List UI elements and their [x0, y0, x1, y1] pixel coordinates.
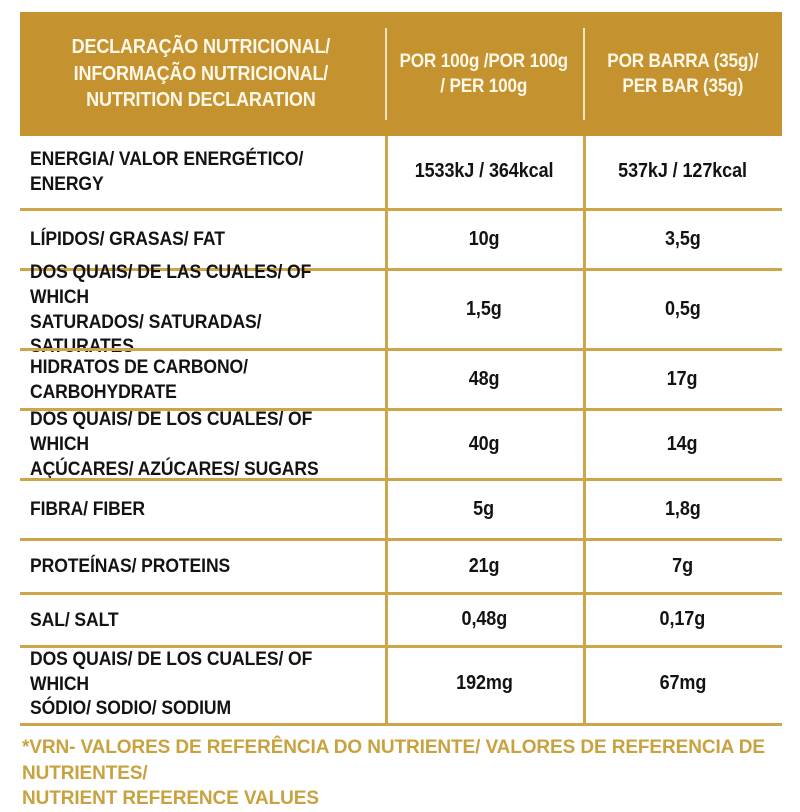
table-row: DOS QUAIS/ DE LOS CUALES/ OF WHICH AÇÚCA…: [20, 408, 782, 480]
row-value-per-bar-cell: 17g: [583, 351, 782, 408]
row-value-per-bar: 3,5g: [664, 227, 701, 250]
row-label-cell: LÍPIDOS/ GRASAS/ FAT: [20, 211, 385, 268]
row-value-per-100g-cell: 5g: [385, 481, 583, 538]
row-value-per-100g-cell: 40g: [385, 411, 583, 478]
row-label-cell: PROTEÍNAS/ PROTEINS: [20, 541, 385, 592]
table-row: HIDRATOS DE CARBONO/ CARBOHYDRATE 48g 17…: [20, 348, 782, 408]
row-label-cell: ENERGIA/ VALOR ENERGÉTICO/ ENERGY: [20, 136, 385, 208]
row-label: DOS QUAIS/ DE LOS CUALES/ OF WHICH AÇÚCA…: [30, 408, 319, 480]
row-value-per-bar-cell: 14g: [583, 411, 782, 478]
row-value-per-100g: 0,48g: [461, 608, 507, 631]
row-value-per-bar-cell: 0,5g: [583, 271, 782, 348]
row-value-per-bar: 0,5g: [664, 297, 701, 320]
row-value-per-100g: 48g: [468, 367, 500, 390]
row-value-per-bar: 7g: [672, 554, 693, 577]
row-label-cell: FIBRA/ FIBER: [20, 481, 385, 538]
row-value-per-bar-cell: 3,5g: [583, 211, 782, 268]
row-label: DOS QUAIS/ DE LOS CUALES/ OF WHICH SÓDIO…: [30, 647, 313, 720]
table-row: ENERGIA/ VALOR ENERGÉTICO/ ENERGY 1533kJ…: [20, 136, 782, 208]
row-label: HIDRATOS DE CARBONO/ CARBOHYDRATE: [30, 355, 248, 403]
column-divider-2: [583, 136, 586, 723]
row-value-per-100g-cell: 192mg: [385, 648, 583, 720]
table-header-row: DECLARAÇÃO NUTRICIONAL/ INFORMAÇÃO NUTRI…: [20, 12, 782, 136]
header-label-declaration: DECLARAÇÃO NUTRICIONAL/ INFORMAÇÃO NUTRI…: [71, 35, 330, 112]
row-value-per-100g: 1,5g: [466, 297, 502, 320]
table-row: PROTEÍNAS/ PROTEINS 21g 7g: [20, 538, 782, 592]
row-label: LÍPIDOS/ GRASAS/ FAT: [30, 228, 225, 251]
row-label-cell: DOS QUAIS/ DE LOS CUALES/ OF WHICH SÓDIO…: [20, 648, 385, 720]
row-label: FIBRA/ FIBER: [30, 498, 145, 521]
row-value-per-100g: 1533kJ / 364kcal: [414, 160, 554, 183]
row-value-per-100g: 21g: [468, 554, 500, 577]
row-value-per-100g: 10g: [468, 227, 500, 250]
header-cell-per-100g: POR 100g /POR 100g / PER 100g: [385, 12, 583, 136]
table-row: DOS QUAIS/ DE LOS CUALES/ OF WHICH SÓDIO…: [20, 645, 782, 720]
row-label: PROTEÍNAS/ PROTEINS: [30, 555, 231, 578]
row-value-per-bar: 537kJ / 127kcal: [618, 160, 747, 183]
row-label: SAL/ SALT: [30, 608, 119, 631]
header-label-per-100g: POR 100g /POR 100g / PER 100g: [399, 49, 569, 97]
header-label-per-bar: POR BARRA (35g)/ PER BAR (35g): [606, 49, 759, 97]
header-cell-declaration: DECLARAÇÃO NUTRICIONAL/ INFORMAÇÃO NUTRI…: [20, 12, 385, 136]
column-divider-1: [385, 136, 388, 723]
row-value-per-100g-cell: 1,5g: [385, 271, 583, 348]
table-row: DOS QUAIS/ DE LAS CUALES/ OF WHICH SATUR…: [20, 261, 782, 358]
row-value-per-bar: 0,17g: [659, 608, 706, 631]
row-value-per-bar-cell: 7g: [583, 541, 782, 592]
table-row: LÍPIDOS/ GRASAS/ FAT 10g 3,5g: [20, 208, 782, 268]
row-value-per-100g: 192mg: [455, 672, 513, 695]
nutrition-table-body: ENERGIA/ VALOR ENERGÉTICO/ ENERGY 1533kJ…: [20, 136, 782, 726]
row-label: DOS QUAIS/ DE LAS CUALES/ OF WHICH SATUR…: [30, 260, 312, 358]
table-row: FIBRA/ FIBER 5g 1,8g: [20, 478, 782, 538]
row-value-per-bar-cell: 67mg: [583, 648, 782, 720]
row-label-cell: DOS QUAIS/ DE LOS CUALES/ OF WHICH AÇÚCA…: [20, 408, 385, 480]
row-label: ENERGIA/ VALOR ENERGÉTICO/ ENERGY: [30, 148, 304, 195]
row-value-per-bar: 14g: [667, 432, 698, 455]
header-divider-1: [385, 28, 387, 120]
row-value-per-bar-cell: 1,8g: [583, 481, 782, 538]
row-value-per-100g: 40g: [468, 432, 500, 455]
table-row: SAL/ SALT 0,48g 0,17g: [20, 592, 782, 645]
row-value-per-100g-cell: 10g: [385, 211, 583, 268]
row-value-per-100g: 5g: [473, 497, 495, 520]
header-cell-per-bar: POR BARRA (35g)/ PER BAR (35g): [583, 12, 782, 136]
row-label-cell: SAL/ SALT: [20, 595, 385, 645]
footnote-text: *VRN- VALORES DE REFERÊNCIA DO NUTRIENTE…: [22, 737, 765, 810]
row-value-per-100g-cell: 48g: [385, 351, 583, 408]
row-value-per-100g-cell: 1533kJ / 364kcal: [385, 136, 583, 208]
header-divider-2: [583, 28, 585, 120]
row-value-per-bar: 67mg: [659, 672, 706, 695]
row-value-per-bar-cell: 0,17g: [583, 595, 782, 645]
footnote: *VRN- VALORES DE REFERÊNCIA DO NUTRIENTE…: [22, 735, 786, 812]
row-value-per-bar: 1,8g: [664, 497, 701, 520]
row-value-per-100g-cell: 0,48g: [385, 595, 583, 645]
row-value-per-bar: 17g: [667, 367, 698, 390]
row-value-per-bar-cell: 537kJ / 127kcal: [583, 136, 782, 208]
row-label-cell: DOS QUAIS/ DE LAS CUALES/ OF WHICH SATUR…: [20, 261, 385, 358]
row-label-cell: HIDRATOS DE CARBONO/ CARBOHYDRATE: [20, 351, 385, 408]
row-value-per-100g-cell: 21g: [385, 541, 583, 592]
